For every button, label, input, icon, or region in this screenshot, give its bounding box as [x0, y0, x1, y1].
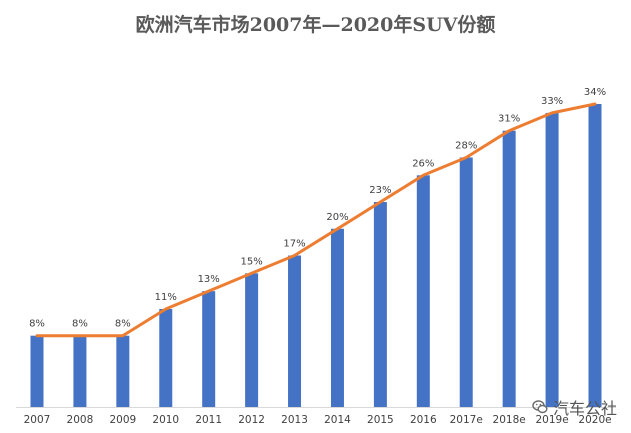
bar-2013 [288, 255, 302, 407]
bar-2019e [545, 112, 559, 407]
bar-2018e [502, 130, 516, 407]
bar-2011 [202, 291, 216, 407]
x-tick-label-2008: 2008 [67, 414, 94, 426]
x-tick-label-2015: 2015 [367, 414, 394, 426]
bar-2009 [116, 335, 130, 407]
data-label-2020e: 34% [584, 87, 606, 98]
data-label-2008: 8% [72, 319, 88, 330]
x-tick-label-2016: 2016 [410, 414, 437, 426]
data-label-2017e: 28% [455, 140, 477, 151]
bar-2016 [416, 175, 430, 407]
data-label-2010: 11% [155, 292, 177, 303]
data-label-2013: 17% [283, 239, 305, 250]
data-label-2014: 20% [326, 212, 348, 223]
x-tick-label-2018e: 2018e [493, 414, 526, 426]
data-label-2012: 15% [240, 256, 262, 267]
data-label-2011: 13% [198, 274, 220, 285]
x-tick-label-2011: 2011 [195, 414, 222, 426]
x-tick-label-2017e: 2017e [450, 414, 483, 426]
x-tick-label-2020e: 2020e [578, 414, 611, 426]
x-tick-label-2012: 2012 [238, 414, 265, 426]
x-tick-label-2014: 2014 [324, 414, 351, 426]
x-tick-label-2009: 2009 [109, 414, 136, 426]
x-tick-label-2007: 2007 [24, 414, 51, 426]
bar-2020e [588, 104, 602, 407]
bar-2015 [373, 202, 387, 407]
chart-title: 欧洲汽车市场2007年—2020年SUV份额 [135, 14, 496, 36]
bar-2008 [73, 335, 87, 407]
x-tick-label-2013: 2013 [281, 414, 308, 426]
data-label-2015: 23% [369, 185, 391, 196]
watermark-text: 汽车公社 [552, 399, 617, 418]
bar-2007 [30, 335, 44, 407]
x-tick-label-2010: 2010 [152, 414, 179, 426]
data-label-2018e: 31% [498, 114, 520, 125]
bar-2014 [330, 228, 344, 407]
data-label-2009: 8% [115, 319, 131, 330]
data-label-2007: 8% [29, 319, 45, 330]
wechat-icon [532, 400, 548, 414]
bar-2012 [245, 273, 259, 407]
bar-2017e [459, 157, 473, 407]
watermark: 汽车公社 [532, 395, 617, 419]
data-label-2019e: 33% [541, 96, 563, 107]
x-tick-label-2019e: 2019e [535, 414, 568, 426]
data-label-2016: 26% [412, 158, 434, 169]
trend-line [35, 102, 597, 338]
bar-2010 [159, 308, 173, 407]
